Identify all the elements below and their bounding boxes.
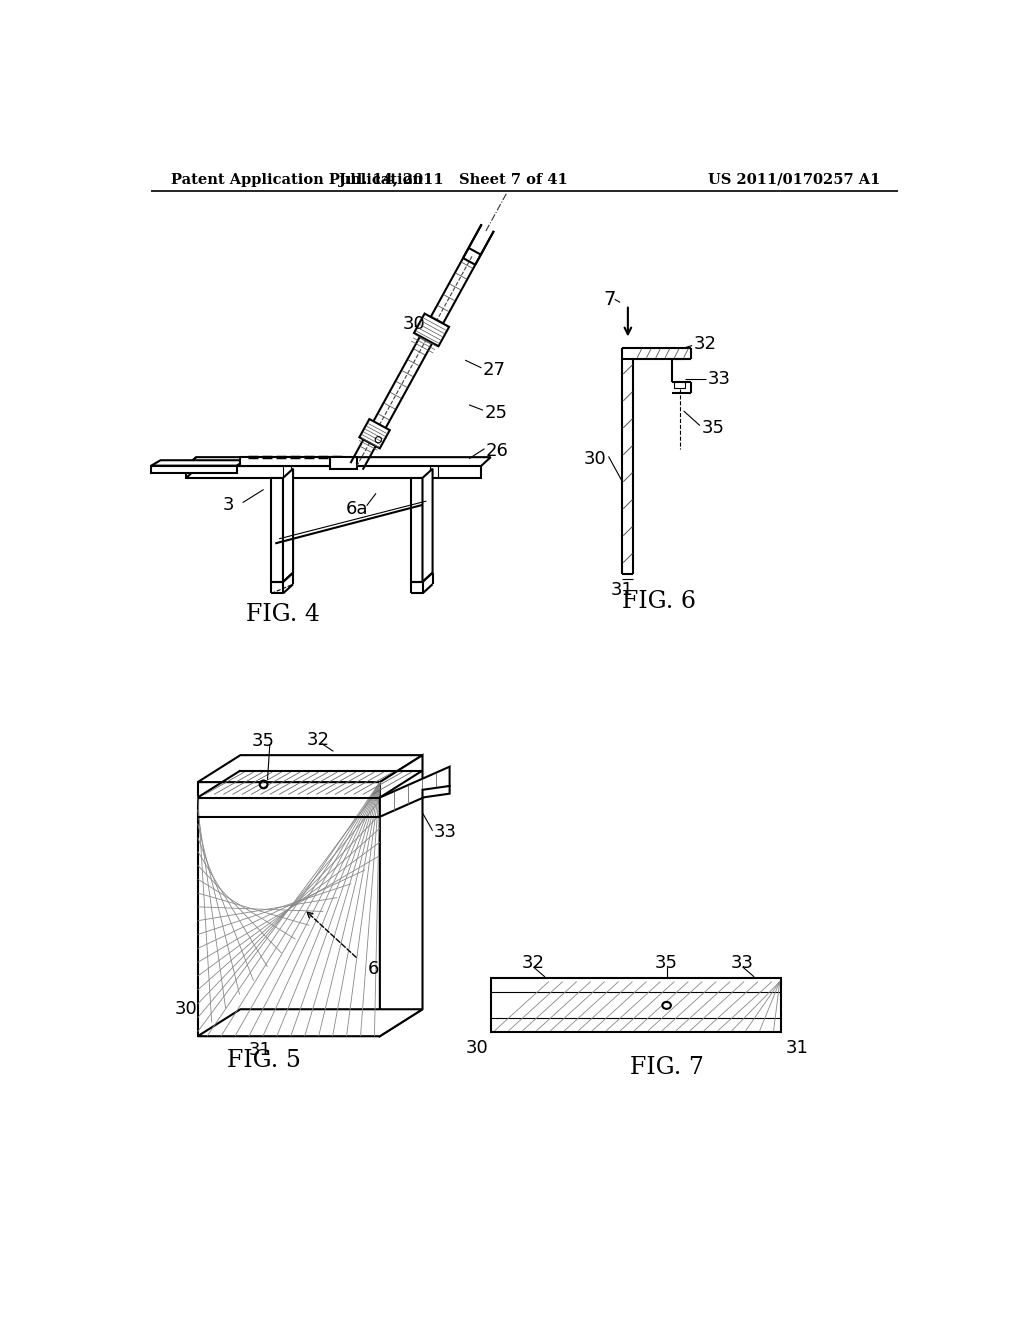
Polygon shape [198,781,380,1036]
Text: Patent Application Publication: Patent Application Publication [171,173,423,187]
Text: 35: 35 [252,733,275,750]
Ellipse shape [663,1002,671,1008]
Text: US 2011/0170257 A1: US 2011/0170257 A1 [709,173,881,187]
Text: 35: 35 [655,954,678,972]
Text: 32: 32 [522,954,545,972]
Polygon shape [423,785,450,797]
Polygon shape [186,457,490,466]
Text: 3: 3 [223,496,234,513]
Polygon shape [330,457,356,470]
Polygon shape [241,457,337,466]
Polygon shape [198,755,423,781]
Text: 32: 32 [306,731,330,748]
Text: 33: 33 [434,824,457,841]
Text: 6: 6 [368,960,379,978]
Polygon shape [380,755,423,1036]
Text: 30: 30 [403,315,426,333]
Text: Jul. 14, 2011   Sheet 7 of 41: Jul. 14, 2011 Sheet 7 of 41 [339,173,568,187]
Text: 7: 7 [604,290,616,309]
Text: FIG. 5: FIG. 5 [226,1049,301,1072]
Text: 33: 33 [708,370,731,388]
Polygon shape [271,478,283,582]
Text: 31: 31 [248,1041,271,1059]
Polygon shape [414,314,450,346]
Text: 26: 26 [486,442,509,459]
Polygon shape [423,469,432,582]
Text: 31: 31 [611,581,634,598]
Text: FIG. 7: FIG. 7 [630,1056,703,1078]
Text: 27: 27 [483,362,506,379]
Text: FIG. 6: FIG. 6 [622,590,696,612]
Polygon shape [186,466,480,478]
Polygon shape [675,381,685,388]
Text: 33: 33 [731,954,754,972]
Text: 31: 31 [785,1039,808,1057]
Text: 35: 35 [701,418,725,437]
Text: 30: 30 [584,450,606,467]
Polygon shape [411,478,423,582]
Text: FIG. 4: FIG. 4 [246,603,319,626]
Text: 30: 30 [465,1039,488,1057]
Polygon shape [152,466,237,473]
Text: 32: 32 [693,335,717,352]
Polygon shape [490,978,781,1032]
Polygon shape [198,1010,423,1036]
Polygon shape [359,418,390,449]
Text: 6a: 6a [345,500,368,517]
Text: 25: 25 [484,404,508,421]
Polygon shape [152,461,246,466]
Text: 30: 30 [175,1001,198,1018]
Polygon shape [380,767,450,817]
Polygon shape [283,469,293,582]
